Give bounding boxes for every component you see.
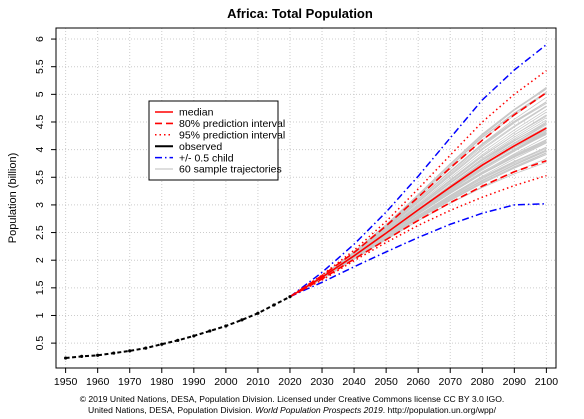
observed-point [112,351,116,355]
minus-half-child-line [289,203,547,298]
credit-line-2-prefix: United Nations, DESA, Population Divisio… [88,405,256,415]
y-tick-label: 1.5 [34,280,46,295]
plot-frame [55,27,557,369]
observed-point [224,324,228,328]
x-tick-label: 2020 [278,376,302,388]
sample-trajectory [289,158,547,298]
x-tick-label: 2030 [310,376,334,388]
projection-lines [289,44,547,298]
credit-line-2: United Nations, DESA, Population Divisio… [0,405,584,416]
observed-point [256,311,260,315]
credit-line-1: © 2019 United Nations, DESA, Population … [79,394,505,404]
y-tick-label: 1 [34,312,46,318]
y-tick-label: 2 [34,257,46,263]
y-tick-label: 5 [34,91,46,97]
legend-label: 80% prediction interval [179,118,285,130]
median-line [289,127,547,298]
observed-point [96,353,100,357]
observed-point [160,342,164,346]
credit-line-2-italic: World Population Prospects 2019 [255,405,383,415]
observed-point [208,329,212,333]
observed-point [240,318,244,322]
observed-point [144,346,148,350]
y-axis: 0.5 1 1.5 2 2.5 3 3.5 4 4.5 5 5.5 6 [34,36,56,350]
x-tick-label: 1960 [86,376,110,388]
x-tick-label: 2010 [246,376,270,388]
x-tick-label: 1990 [182,376,206,388]
y-tick-label: 3 [34,202,46,208]
x-tick-label: 2100 [535,376,559,388]
observed-point [272,303,276,307]
pi80-lower-line [289,159,547,298]
y-tick-label: 4 [34,147,46,153]
observed-series [64,295,292,360]
legend-box [148,100,279,181]
y-tick-label: 2.5 [34,225,46,240]
x-tick-label: 2070 [439,376,463,388]
observed-point [288,295,292,299]
y-tick-label: 6 [34,36,46,42]
y-tick-label: 3.5 [34,170,46,185]
observed-point [128,349,132,353]
x-tick-label: 2050 [374,376,398,388]
pi95-lower-line [289,174,547,298]
x-tick-label: 2000 [214,376,238,388]
sample-trajectory [289,140,547,298]
x-axis: 1950 1960 1970 1980 1990 2000 2010 2020 2030 2040… [54,368,558,388]
observed-point [176,338,180,342]
chart-title: Africa: Total Population [227,6,373,21]
observed-point [80,354,84,358]
x-tick-label: 1950 [54,376,78,388]
legend-label: 60 sample trajectories [179,164,282,176]
observed-point [192,334,196,338]
y-tick-label: 0.5 [34,336,46,351]
credit-line-2-suffix: . http://population.un.org/wpp/ [382,405,496,415]
pi80-upper-line [289,92,547,298]
observed-line [65,295,291,359]
x-tick-label: 1970 [118,376,142,388]
y-axis-label: Population (billion) [7,153,19,244]
plus-half-child-line [289,44,547,298]
sample-trajectory [289,96,547,298]
x-tick-label: 2090 [503,376,527,388]
x-tick-label: 1980 [150,376,174,388]
pi95-upper-line [289,69,547,298]
x-tick-label: 2040 [342,376,366,388]
y-tick-label: 5.5 [34,59,46,74]
y-tick-label: 4.5 [34,115,46,130]
x-tick-label: 2080 [471,376,495,388]
legend-label: +/- 0.5 child [179,152,234,164]
legend-label: observed [179,141,222,153]
observed-point [64,356,68,360]
x-tick-label: 2060 [406,376,430,388]
legend-label: median [179,107,214,119]
grid [56,28,556,368]
legend-label: 95% prediction interval [179,130,285,142]
